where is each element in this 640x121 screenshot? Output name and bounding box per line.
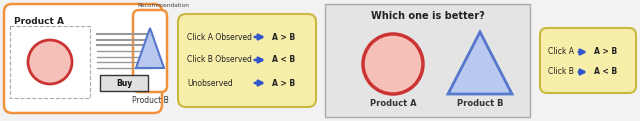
FancyBboxPatch shape xyxy=(540,28,636,93)
Text: A < B: A < B xyxy=(272,56,295,64)
FancyBboxPatch shape xyxy=(133,10,167,92)
Bar xyxy=(325,4,530,117)
Text: Click B Observed: Click B Observed xyxy=(187,56,252,64)
Text: A > B: A > B xyxy=(594,48,617,57)
Text: Product A: Product A xyxy=(370,99,416,109)
Text: Buy: Buy xyxy=(116,79,132,87)
Polygon shape xyxy=(448,32,512,94)
Text: A > B: A > B xyxy=(272,33,295,42)
FancyBboxPatch shape xyxy=(178,14,316,107)
Circle shape xyxy=(28,40,72,84)
Polygon shape xyxy=(136,28,164,68)
Bar xyxy=(10,26,90,98)
Text: Product B: Product B xyxy=(457,99,503,109)
Text: Product B: Product B xyxy=(132,96,168,105)
Bar xyxy=(100,75,148,91)
Text: A < B: A < B xyxy=(594,68,617,76)
Text: Product A: Product A xyxy=(14,17,64,26)
Text: Click B: Click B xyxy=(548,68,574,76)
Text: A > B: A > B xyxy=(272,79,295,87)
Text: Click A: Click A xyxy=(548,48,574,57)
FancyBboxPatch shape xyxy=(4,4,162,113)
Text: Click A Observed: Click A Observed xyxy=(187,33,252,42)
Text: Which one is better?: Which one is better? xyxy=(371,11,484,21)
Text: Unobserved: Unobserved xyxy=(187,79,233,87)
Text: Recommendation: Recommendation xyxy=(137,3,189,8)
Circle shape xyxy=(363,34,423,94)
